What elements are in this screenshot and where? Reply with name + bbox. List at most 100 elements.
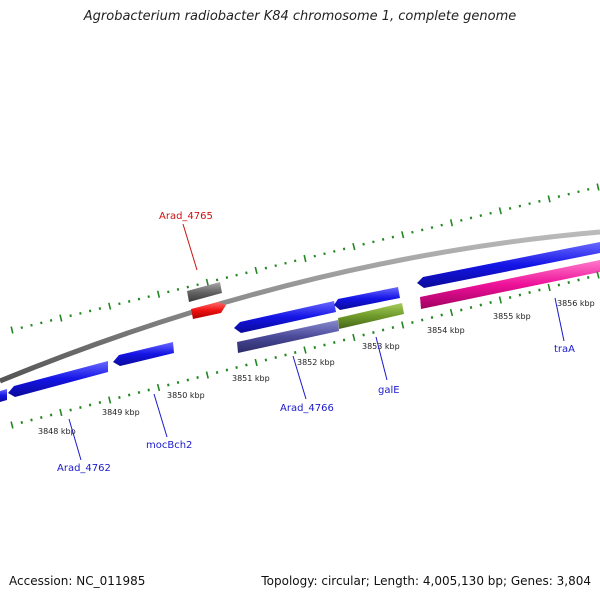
- outer-ring-minor-tick: [479, 214, 483, 218]
- inner-ring-minor-tick: [430, 316, 434, 319]
- gene-arad-4766[interactable]: [237, 320, 339, 353]
- label-arad-4766[interactable]: Arad_4766: [280, 403, 334, 414]
- inner-ring-minor-tick: [323, 343, 326, 347]
- outer-ring-minor-tick: [557, 195, 561, 198]
- inner-ring-major-tick: [498, 296, 502, 304]
- inner-ring-major-tick: [10, 421, 14, 429]
- tick-label-3849: 3849 kbp: [102, 408, 140, 417]
- outer-ring-minor-tick: [127, 299, 131, 303]
- tick-label-3850: 3850 kbp: [167, 391, 205, 400]
- gene-blue-3852[interactable]: [334, 287, 400, 310]
- gene-traa-pink[interactable]: [420, 260, 600, 309]
- label-arad-4762[interactable]: Arad_4762: [57, 463, 111, 474]
- label-gale[interactable]: galE: [378, 385, 400, 396]
- outer-ring-minor-tick: [469, 216, 473, 220]
- outer-ring-minor-tick: [333, 249, 336, 253]
- outer-ring-minor-tick: [293, 259, 297, 263]
- inner-ring-minor-tick: [225, 368, 229, 372]
- outer-ring-minor-tick: [430, 226, 434, 229]
- inner-ring-major-tick: [303, 346, 307, 354]
- outer-ring-minor-tick: [508, 207, 512, 210]
- label-arad-4765[interactable]: Arad_4765: [159, 211, 213, 222]
- gene-gale[interactable]: [338, 303, 404, 329]
- leader-mocbch2: [153, 393, 168, 438]
- inner-ring-minor-tick: [196, 376, 199, 379]
- outer-ring-minor-tick: [264, 266, 268, 270]
- inner-ring-major-tick: [401, 321, 405, 329]
- outer-ring-minor-tick: [518, 204, 522, 208]
- outer-ring-minor-tick: [391, 235, 395, 239]
- inner-ring-major-tick: [547, 283, 551, 292]
- gene-blue-traa[interactable]: [417, 242, 600, 288]
- outer-ring-minor-tick: [538, 199, 541, 203]
- inner-ring-major-tick: [596, 271, 600, 279]
- tick-label-3856: 3856 kbp: [557, 299, 595, 308]
- inner-ring-minor-tick: [167, 383, 170, 387]
- inner-ring-minor-tick: [372, 331, 375, 334]
- outer-ring-minor-tick: [586, 187, 590, 191]
- inner-ring-minor-tick: [137, 391, 141, 394]
- gene-blue-3849[interactable]: [8, 361, 108, 397]
- inner-ring-minor-tick: [538, 288, 541, 292]
- inner-ring-minor-tick: [460, 308, 463, 312]
- leader-arad-4765: [182, 223, 198, 271]
- outer-ring-major-tick: [303, 254, 307, 263]
- outer-ring-major-tick: [156, 290, 161, 298]
- inner-ring-minor-tick: [420, 318, 424, 322]
- outer-ring-minor-tick: [577, 190, 580, 194]
- gene-mocbch2[interactable]: [113, 342, 174, 366]
- leader-arad-4766: [292, 355, 307, 400]
- outer-ring-major-tick: [596, 183, 600, 191]
- inner-ring-minor-tick: [79, 406, 82, 409]
- tick-label-3853: 3853 kbp: [362, 342, 400, 351]
- outer-ring-minor-tick: [69, 314, 72, 318]
- outer-ring-minor-tick: [381, 238, 385, 241]
- outer-ring-minor-tick: [362, 242, 365, 246]
- inner-ring-minor-tick: [30, 418, 33, 422]
- inner-ring-minor-tick: [98, 401, 102, 404]
- label-mocbch2[interactable]: mocBch2: [146, 440, 192, 451]
- outer-ring-minor-tick: [567, 192, 570, 196]
- inner-ring-major-tick: [156, 383, 161, 392]
- outer-ring-major-tick: [205, 278, 209, 286]
- outer-ring-minor-tick: [528, 202, 531, 206]
- inner-ring-minor-tick: [362, 333, 365, 337]
- tick-label-3852: 3852 kbp: [297, 358, 335, 367]
- gene-blue-left-edge[interactable]: [0, 389, 7, 402]
- outer-ring-minor-tick: [176, 288, 180, 291]
- gene-blue-3851[interactable]: [234, 301, 336, 333]
- inner-ring-minor-tick: [313, 346, 317, 349]
- outer-ring-minor-tick: [342, 247, 346, 251]
- inner-ring-minor-tick: [391, 326, 395, 329]
- outer-ring-major-tick: [352, 243, 356, 251]
- gene-arad-4765-gray[interactable]: [187, 282, 222, 302]
- outer-ring-minor-tick: [79, 311, 82, 315]
- inner-ring-minor-tick: [274, 356, 277, 359]
- tick-label-3854: 3854 kbp: [427, 326, 465, 335]
- outer-ring-minor-tick: [225, 276, 229, 279]
- outer-ring-minor-tick: [440, 223, 443, 227]
- outer-ring-minor-tick: [186, 285, 190, 289]
- outer-ring-minor-tick: [274, 264, 277, 268]
- outer-ring-minor-tick: [118, 302, 121, 306]
- tick-label-3848: 3848 kbp: [38, 427, 76, 436]
- outer-ring-minor-tick: [372, 240, 375, 244]
- inner-ring-minor-tick: [186, 378, 190, 382]
- inner-ring-minor-tick: [235, 366, 238, 369]
- label-traa[interactable]: traA: [554, 344, 575, 355]
- inner-ring-minor-tick: [508, 296, 512, 299]
- outer-ring-minor-tick: [245, 271, 248, 275]
- outer-ring-minor-tick: [284, 261, 287, 265]
- leader-gale: [375, 336, 388, 381]
- inner-ring-minor-tick: [284, 353, 287, 357]
- outer-ring-major-tick: [254, 266, 258, 274]
- outer-ring-minor-tick: [313, 254, 317, 258]
- inner-ring-minor-tick: [176, 381, 180, 384]
- map-title: Agrobacterium radiobacter K84 chromosome…: [83, 9, 517, 24]
- gene-arad-4765-red[interactable]: [191, 302, 226, 319]
- inner-ring-major-tick: [254, 358, 258, 367]
- leader-traa: [554, 297, 565, 342]
- inner-ring-minor-tick: [293, 351, 297, 354]
- outer-ring-minor-tick: [196, 283, 199, 287]
